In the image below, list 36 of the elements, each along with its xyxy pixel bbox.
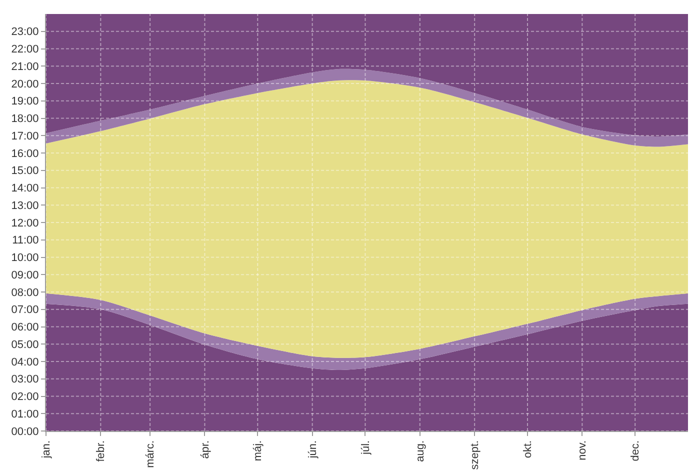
y-tick-label: 08:00 <box>11 286 39 299</box>
x-tick-label: okt. <box>522 440 534 458</box>
x-tick-label: febr. <box>95 440 108 462</box>
x-tick-label: aug. <box>414 440 426 462</box>
x-tick-label: jan. <box>40 440 53 460</box>
y-tick-label: 04:00 <box>11 356 39 368</box>
y-tick-label: 17:00 <box>11 130 39 142</box>
x-tick-label: máj. <box>252 440 264 462</box>
y-tick-label: 23:00 <box>11 26 39 38</box>
y-tick-label: 14:00 <box>11 182 39 195</box>
y-tick-label: 01:00 <box>11 408 39 420</box>
y-tick-label: 20:00 <box>11 78 39 90</box>
y-tick-label: 00:00 <box>11 426 39 438</box>
y-tick-label: 19:00 <box>11 96 39 108</box>
x-tick-label: nov. <box>576 440 589 460</box>
y-tick-label: 22:00 <box>11 44 39 56</box>
y-tick-label: 18:00 <box>11 113 39 126</box>
y-tick-label: 02:00 <box>11 391 39 404</box>
y-tick-label: 16:00 <box>11 148 39 160</box>
x-tick-label: szept. <box>469 440 482 470</box>
x-tick-label: jún. <box>306 440 319 460</box>
x-tick-label: ápr. <box>199 440 212 459</box>
x-tick-label: márc. <box>144 440 157 468</box>
y-tick-label: 05:00 <box>11 338 39 351</box>
y-tick-label: 06:00 <box>11 322 39 334</box>
y-tick-label: 09:00 <box>11 269 39 282</box>
x-tick-label: dec. <box>630 440 642 462</box>
y-tick-label: 21:00 <box>11 60 39 73</box>
y-tick-label: 11:00 <box>12 234 39 247</box>
y-tick-label: 10:00 <box>11 252 39 264</box>
y-tick-label: 15:00 <box>11 165 39 178</box>
x-tick-label: júl. <box>360 440 372 456</box>
y-tick-label: 13:00 <box>11 200 39 212</box>
y-tick-label: 12:00 <box>11 217 39 230</box>
y-tick-label: 03:00 <box>11 374 39 386</box>
y-tick-label: 07:00 <box>11 304 39 316</box>
